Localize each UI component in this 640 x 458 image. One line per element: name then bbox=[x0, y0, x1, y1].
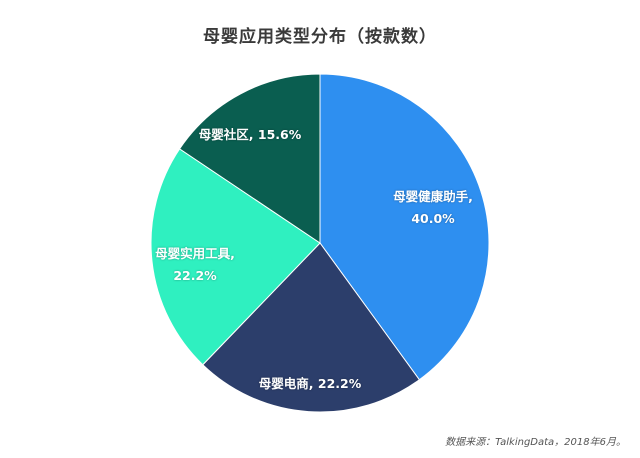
slice-label-health-assistant: 母婴健康助手, 40.0% bbox=[378, 186, 488, 230]
pie-slice-3 bbox=[178, 73, 321, 244]
label-name: 母婴社区, 15.6% bbox=[198, 127, 302, 142]
label-name: 母婴电商, 22.2% bbox=[258, 376, 362, 391]
slice-label-tools: 母婴实用工具, 22.2% bbox=[145, 243, 245, 287]
pie-slices bbox=[150, 73, 490, 413]
label-value: 22.2% bbox=[173, 268, 217, 283]
slice-label-community: 母婴社区, 15.6% bbox=[180, 124, 320, 146]
label-name: 母婴实用工具, bbox=[155, 246, 235, 261]
slice-label-ecommerce: 母婴电商, 22.2% bbox=[245, 373, 375, 395]
label-value: 40.0% bbox=[411, 211, 455, 226]
data-source-note: 数据来源：TalkingData，2018年6月。 bbox=[445, 437, 626, 448]
pie-slice-2 bbox=[150, 148, 321, 366]
pie-slice-1 bbox=[202, 242, 421, 413]
label-name: 母婴健康助手, bbox=[393, 189, 473, 204]
pie-slice-0 bbox=[319, 73, 490, 381]
chart-title: 母婴应用类型分布（按款数） bbox=[203, 27, 437, 47]
